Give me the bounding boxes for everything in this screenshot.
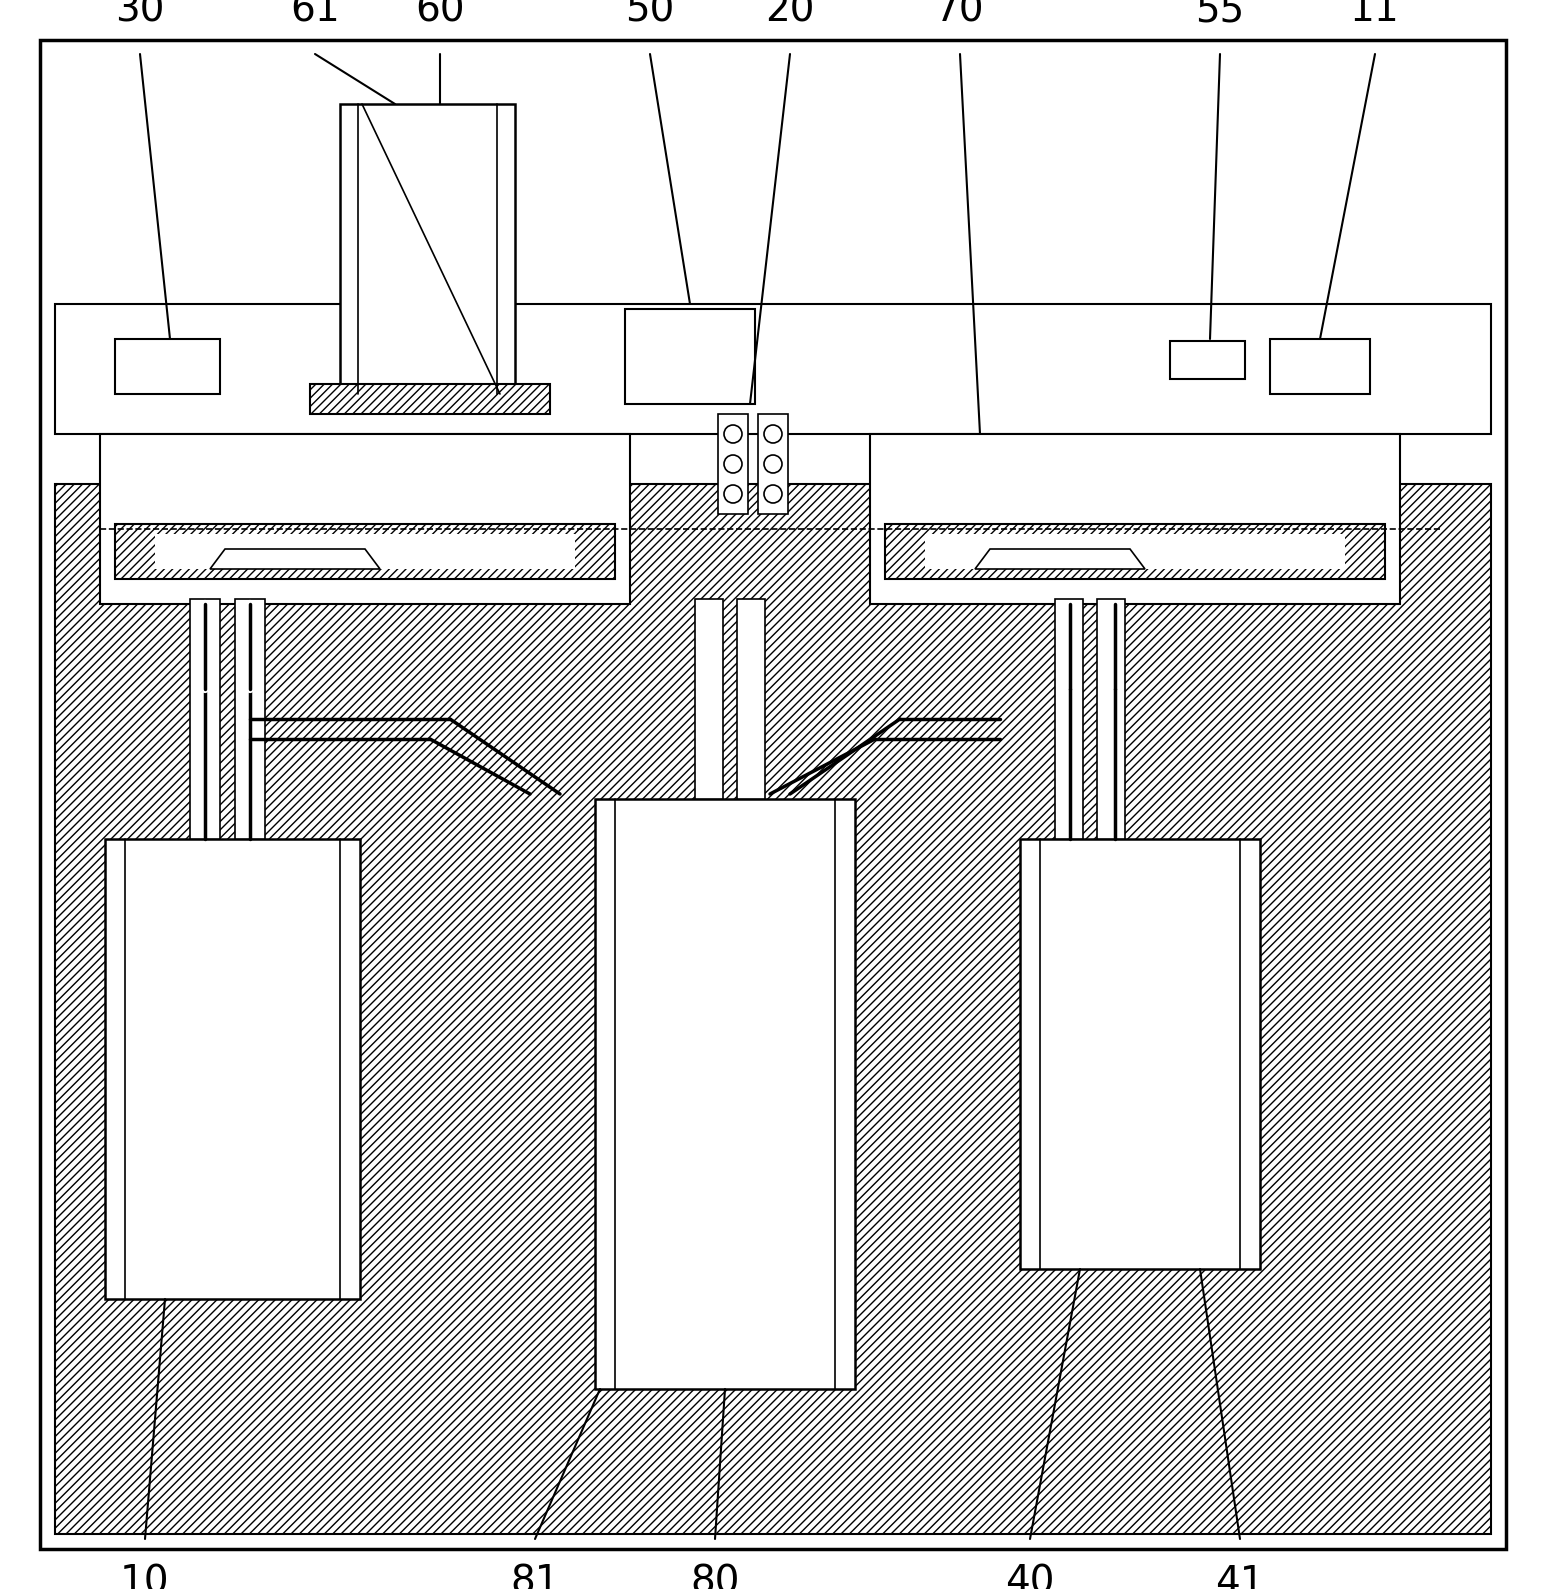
Bar: [696, 599, 724, 799]
Text: 11: 11: [1350, 0, 1399, 29]
Bar: [155, 534, 575, 569]
Bar: [56, 303, 1490, 434]
Text: 41: 41: [1215, 1564, 1265, 1589]
Polygon shape: [210, 550, 380, 569]
Bar: [737, 599, 765, 799]
Bar: [190, 599, 220, 839]
Bar: [1269, 338, 1370, 394]
Text: 70: 70: [935, 0, 985, 29]
Bar: [340, 103, 515, 394]
Bar: [925, 534, 1345, 569]
Bar: [625, 308, 754, 404]
Bar: [114, 338, 220, 394]
Bar: [100, 434, 631, 604]
Bar: [870, 434, 1401, 604]
Bar: [114, 524, 615, 578]
Bar: [105, 839, 360, 1298]
Text: 10: 10: [121, 1564, 170, 1589]
Bar: [1098, 599, 1125, 839]
Bar: [758, 415, 788, 513]
Bar: [717, 415, 748, 513]
Text: 40: 40: [1005, 1564, 1054, 1589]
Text: 50: 50: [625, 0, 674, 29]
Text: 60: 60: [416, 0, 465, 29]
Bar: [311, 385, 550, 415]
Text: 20: 20: [765, 0, 815, 29]
Bar: [235, 599, 264, 839]
Bar: [56, 485, 1490, 1533]
Bar: [1170, 342, 1245, 380]
Text: 80: 80: [690, 1564, 739, 1589]
Text: 30: 30: [116, 0, 165, 29]
Text: 81: 81: [510, 1564, 560, 1589]
Bar: [595, 799, 855, 1389]
Polygon shape: [976, 550, 1146, 569]
Bar: [1020, 839, 1260, 1270]
Text: 55: 55: [1195, 0, 1245, 29]
Bar: [884, 524, 1385, 578]
Text: 61: 61: [291, 0, 340, 29]
Bar: [1054, 599, 1084, 839]
